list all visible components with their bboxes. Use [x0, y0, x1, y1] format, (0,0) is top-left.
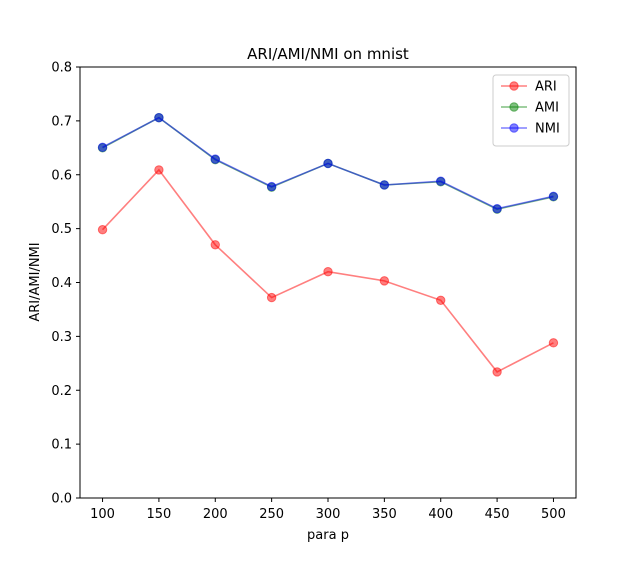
- legend-label-ari: ARI: [535, 80, 557, 95]
- x-tick-label: 450: [485, 507, 510, 522]
- data-point-nmi: [492, 203, 502, 214]
- y-tick-label: 0.7: [51, 114, 72, 129]
- y-tick-label: 0.3: [51, 330, 72, 345]
- x-tick-label: 400: [428, 507, 453, 522]
- data-point-nmi: [548, 191, 559, 202]
- x-tick-label: 100: [90, 507, 115, 522]
- y-tick-label: 0.8: [51, 61, 72, 76]
- series-layer: [97, 112, 559, 377]
- legend: ARI AMI NMI: [492, 74, 570, 147]
- legend-marker-ami: [509, 102, 519, 112]
- data-point-ari: [266, 292, 277, 303]
- data-point-ari: [492, 367, 502, 377]
- y-axis-label: ARI/AMI/NMI: [28, 242, 43, 321]
- y-tick-label: 0.1: [51, 438, 72, 453]
- x-tick-label: 150: [146, 507, 171, 522]
- legend-label-ami: AMI: [535, 101, 559, 116]
- y-tick-label: 0.2: [51, 384, 72, 399]
- x-axis-label: para p: [307, 528, 349, 543]
- data-point-nmi: [154, 112, 164, 123]
- y-tick-label: 0.4: [51, 276, 72, 291]
- data-point-ari: [379, 276, 390, 286]
- data-point-ari: [548, 338, 559, 348]
- data-point-nmi: [97, 142, 108, 152]
- data-point-ari: [154, 165, 164, 175]
- data-point-ari: [210, 240, 220, 250]
- x-axis-ticks: 100 150 200 250 300 350 400 450 500: [90, 498, 566, 522]
- x-tick-label: 200: [203, 507, 228, 522]
- data-point-nmi: [323, 158, 333, 169]
- x-tick-label: 500: [541, 507, 566, 522]
- data-point-ari: [323, 267, 333, 277]
- y-tick-label: 0.0: [51, 492, 72, 507]
- data-point-nmi: [436, 176, 446, 186]
- y-tick-label: 0.5: [51, 222, 72, 237]
- x-tick-label: 250: [259, 507, 284, 522]
- x-tick-label: 300: [316, 507, 341, 522]
- data-point-ari: [97, 225, 108, 235]
- chart-title: ARI/AMI/NMI on mnist: [247, 45, 409, 63]
- data-point-nmi: [266, 181, 277, 192]
- data-point-ari: [436, 295, 446, 305]
- legend-label-nmi: NMI: [535, 122, 560, 137]
- y-axis-ticks: 0.0 0.1 0.2 0.3 0.4 0.5 0.6 0.7 0.8: [51, 61, 80, 507]
- x-tick-label: 350: [372, 507, 397, 522]
- y-tick-label: 0.6: [51, 168, 72, 183]
- data-point-nmi: [210, 154, 220, 164]
- data-point-nmi: [379, 180, 390, 190]
- legend-marker-ari: [509, 81, 519, 91]
- legend-marker-nmi: [509, 123, 519, 133]
